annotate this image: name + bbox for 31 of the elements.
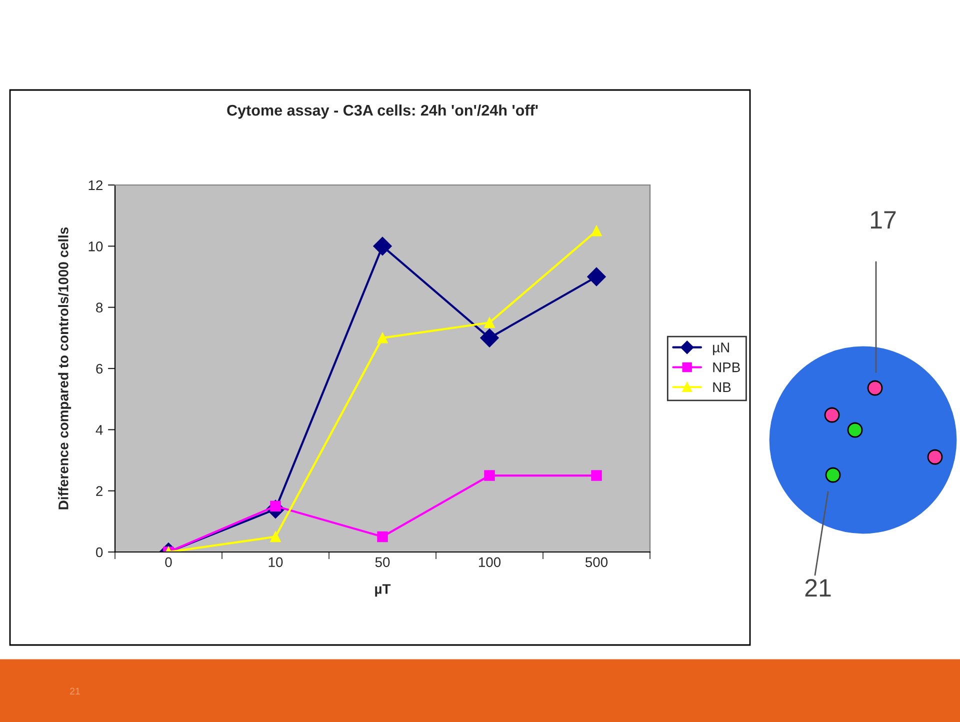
y-tick-label: 6: [96, 364, 103, 374]
point: [484, 317, 495, 328]
point: [480, 328, 499, 348]
y-tick-label: 2: [96, 486, 102, 496]
point: [377, 332, 388, 344]
legend-label: NB: [713, 382, 731, 392]
x-tick-label: 500: [585, 557, 608, 568]
y-tick-label: 8: [96, 302, 103, 313]
y-tick-label: 4: [96, 425, 103, 435]
x-tick-label: 100: [478, 557, 501, 568]
text: 17: [871, 211, 896, 228]
point: [591, 225, 602, 236]
x-tick-label: 0: [165, 557, 172, 568]
x-tick-label: 50: [375, 557, 390, 568]
y-tick-label: 10: [88, 242, 103, 252]
chart-title: Cytome assay - C3A cells: 24h 'on'/24h 'off': [227, 104, 538, 119]
point: [484, 470, 495, 481]
y-tick-label: 12: [88, 180, 102, 190]
x-tick-label: 10: [268, 557, 283, 568]
y-tick-label: 0: [96, 547, 103, 558]
x-axis-title: µT: [375, 584, 391, 597]
point: [377, 531, 388, 542]
legend-label: NPB: [713, 362, 740, 372]
legend-label: µN: [713, 342, 729, 356]
point: [587, 267, 606, 286]
text: 21: [70, 688, 80, 695]
point: [373, 236, 392, 256]
text: 21: [805, 579, 831, 596]
y-axis-title: Difference compared to controls/1000 cells: [58, 227, 72, 510]
point: [270, 531, 281, 542]
point: [591, 470, 602, 481]
